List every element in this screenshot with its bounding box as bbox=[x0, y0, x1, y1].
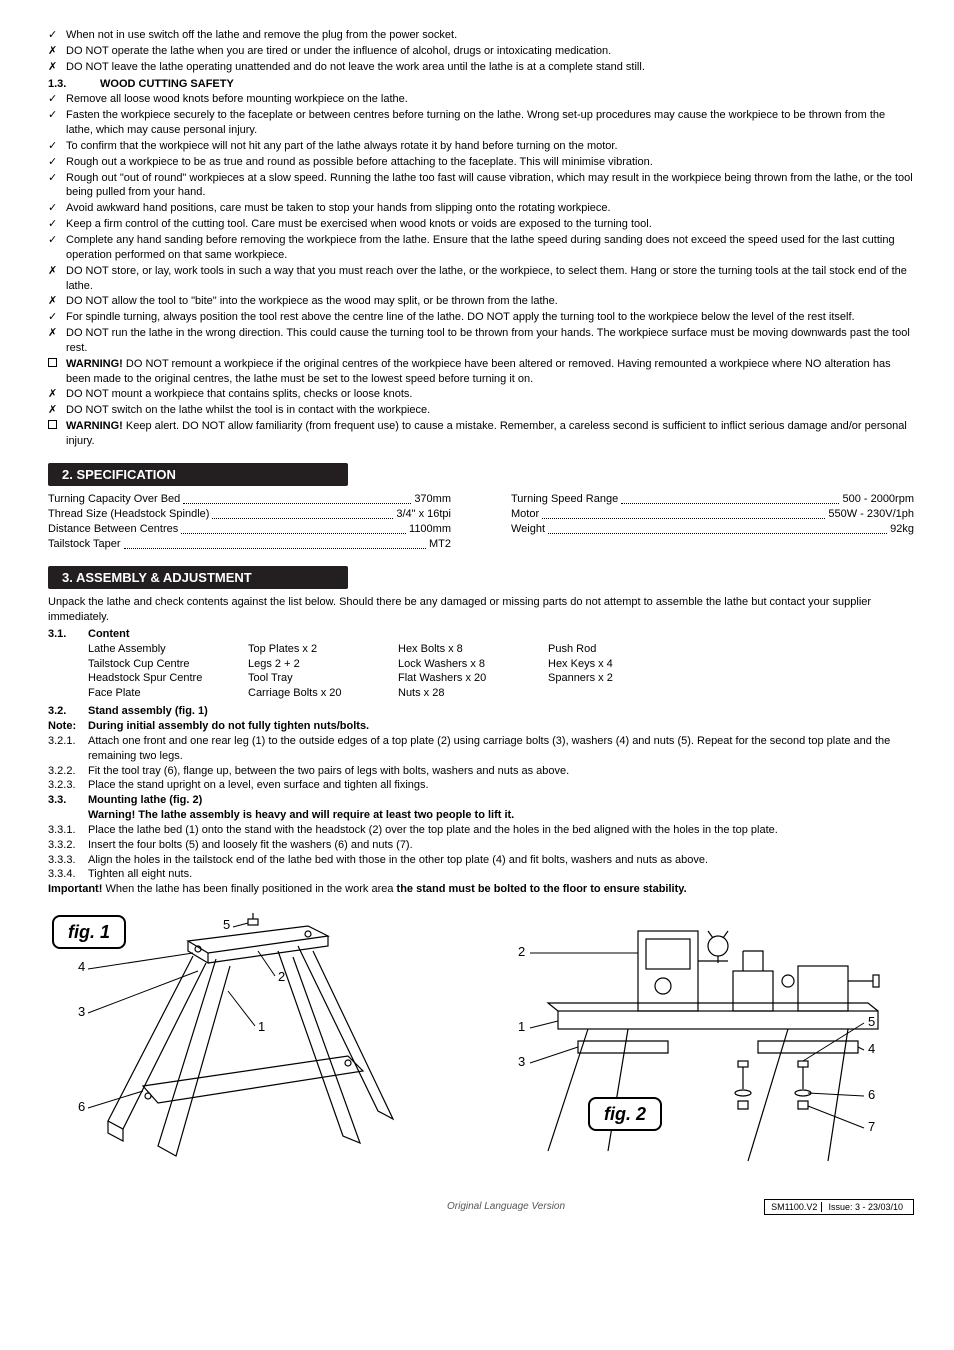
svg-text:2: 2 bbox=[278, 969, 285, 984]
fig1-label: fig. 1 bbox=[52, 915, 126, 949]
svg-text:1: 1 bbox=[518, 1019, 525, 1034]
svg-text:6: 6 bbox=[78, 1099, 85, 1114]
content-item: Lathe Assembly bbox=[88, 642, 248, 657]
spec-line: Motor550W - 230V/1ph bbox=[511, 507, 914, 522]
issue-box: SM1100.V2Issue: 3 - 23/03/10 bbox=[764, 1199, 914, 1215]
bullet-item: WARNING! Keep alert. DO NOT allow famili… bbox=[48, 419, 914, 449]
s33: 3.3.Mounting lathe (fig. 2) bbox=[48, 793, 914, 808]
bullet-item: ✗DO NOT leave the lathe operating unatte… bbox=[48, 60, 914, 75]
content-item: Flat Washers x 20 bbox=[398, 671, 548, 686]
spec-columns: Turning Capacity Over Bed370mmThread Siz… bbox=[48, 492, 914, 551]
s333: 3.3.3.Align the holes in the tailstock e… bbox=[48, 853, 914, 868]
section-3-bar: 3. ASSEMBLY & ADJUSTMENT bbox=[48, 566, 348, 590]
fig2-label: fig. 2 bbox=[588, 1097, 662, 1131]
bullet-item: ✓Avoid awkward hand positions, care must… bbox=[48, 201, 914, 216]
content-item: Hex Keys x 4 bbox=[548, 657, 668, 672]
svg-text:5: 5 bbox=[223, 917, 230, 932]
content-item: Face Plate bbox=[88, 686, 248, 701]
s32: 3.2.Stand assembly (fig. 1) bbox=[48, 704, 914, 719]
spec-line: Distance Between Centres1100mm bbox=[48, 522, 451, 537]
spec-line: Tailstock TaperMT2 bbox=[48, 537, 451, 552]
spec-line: Turning Speed Range500 - 2000rpm bbox=[511, 492, 914, 507]
sec3-intro: Unpack the lathe and check contents agai… bbox=[48, 595, 914, 625]
bullet-item: ✗DO NOT operate the lathe when you are t… bbox=[48, 44, 914, 59]
footer-mid: Original Language Version bbox=[248, 1200, 764, 1214]
bullet-item: ✗DO NOT run the lathe in the wrong direc… bbox=[48, 326, 914, 356]
fig-2: fig. 2 bbox=[488, 911, 888, 1171]
bullet-item: ✓For spindle turning, always position th… bbox=[48, 310, 914, 325]
content-item: Lock Washers x 8 bbox=[398, 657, 548, 672]
bullet-item: ✓When not in use switch off the lathe an… bbox=[48, 28, 914, 43]
bullet-item: ✗DO NOT allow the tool to "bite" into th… bbox=[48, 294, 914, 309]
figures-row: fig. 1 bbox=[48, 911, 914, 1191]
footer: Original Language Version SM1100.V2Issue… bbox=[48, 1199, 914, 1215]
spec-line: Turning Capacity Over Bed370mm bbox=[48, 492, 451, 507]
bullet-item: ✓Complete any hand sanding before removi… bbox=[48, 233, 914, 263]
bullet-item: ✓Keep a firm control of the cutting tool… bbox=[48, 217, 914, 232]
s33w: Warning! The lathe assembly is heavy and… bbox=[48, 808, 914, 823]
content-item: Tool Tray bbox=[248, 671, 398, 686]
svg-text:2: 2 bbox=[518, 944, 525, 959]
content-item: Headstock Spur Centre bbox=[88, 671, 248, 686]
s323: 3.2.3.Place the stand upright on a level… bbox=[48, 778, 914, 793]
subhead-1-3: 1.3.WOOD CUTTING SAFETY bbox=[48, 77, 914, 92]
svg-text:3: 3 bbox=[518, 1054, 525, 1069]
wood-bullets: ✓Remove all loose wood knots before moun… bbox=[48, 92, 914, 448]
note: Note:During initial assembly do not full… bbox=[48, 719, 914, 734]
spec-line: Thread Size (Headstock Spindle)3/4" x 16… bbox=[48, 507, 451, 522]
content-item: Carriage Bolts x 20 bbox=[248, 686, 398, 701]
bullet-item: WARNING! DO NOT remount a workpiece if t… bbox=[48, 357, 914, 387]
s31: 3.1.Content bbox=[48, 627, 914, 642]
spec-line: Weight92kg bbox=[511, 522, 914, 537]
content-grid: Lathe AssemblyTailstock Cup CentreHeadst… bbox=[88, 642, 914, 701]
bullet-item: ✓Fasten the workpiece securely to the fa… bbox=[48, 108, 914, 138]
svg-text:4: 4 bbox=[868, 1041, 875, 1056]
bullet-item: ✓Rough out "out of round" workpieces at … bbox=[48, 171, 914, 201]
content-item: Push Rod bbox=[548, 642, 668, 657]
s321: 3.2.1.Attach one front and one rear leg … bbox=[48, 734, 914, 764]
content-item: Nuts x 28 bbox=[398, 686, 548, 701]
svg-text:1: 1 bbox=[258, 1019, 265, 1034]
bullet-item: ✗DO NOT store, or lay, work tools in suc… bbox=[48, 264, 914, 294]
fig1-svg: 4 3 6 5 2 1 bbox=[48, 911, 428, 1191]
s331: 3.3.1.Place the lathe bed (1) onto the s… bbox=[48, 823, 914, 838]
bullet-item: ✓Remove all loose wood knots before moun… bbox=[48, 92, 914, 107]
bullet-item: ✗DO NOT switch on the lathe whilst the t… bbox=[48, 403, 914, 418]
bullet-item: ✓To confirm that the workpiece will not … bbox=[48, 139, 914, 154]
important-line: Important! When the lathe has been final… bbox=[48, 882, 914, 897]
s334: 3.3.4.Tighten all eight nuts. bbox=[48, 867, 914, 882]
s332: 3.3.2.Insert the four bolts (5) and loos… bbox=[48, 838, 914, 853]
bullet-item: ✗DO NOT mount a workpiece that contains … bbox=[48, 387, 914, 402]
svg-text:5: 5 bbox=[868, 1014, 875, 1029]
content-item: Tailstock Cup Centre bbox=[88, 657, 248, 672]
bullet-item: ✓Rough out a workpiece to be as true and… bbox=[48, 155, 914, 170]
svg-text:3: 3 bbox=[78, 1004, 85, 1019]
fig-1: fig. 1 bbox=[48, 911, 428, 1191]
content-item: Hex Bolts x 8 bbox=[398, 642, 548, 657]
svg-text:7: 7 bbox=[868, 1119, 875, 1134]
svg-text:4: 4 bbox=[78, 959, 85, 974]
content-item: Spanners x 2 bbox=[548, 671, 668, 686]
section-2-bar: 2. SPECIFICATION bbox=[48, 463, 348, 487]
safety-bullets: ✓When not in use switch off the lathe an… bbox=[48, 28, 914, 75]
content-item: Legs 2 + 2 bbox=[248, 657, 398, 672]
fig2-svg: 2 1 3 5 4 6 7 bbox=[488, 911, 888, 1171]
content-item: Top Plates x 2 bbox=[248, 642, 398, 657]
s322: 3.2.2.Fit the tool tray (6), flange up, … bbox=[48, 764, 914, 779]
svg-text:6: 6 bbox=[868, 1087, 875, 1102]
